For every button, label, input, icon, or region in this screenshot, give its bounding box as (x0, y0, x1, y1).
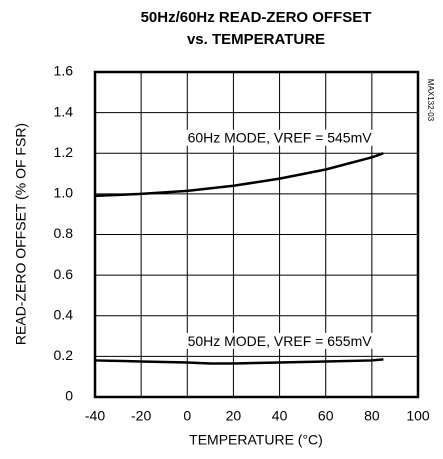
x-axis-label: TEMPERATURE (°C) (189, 432, 323, 448)
annotation: 50Hz MODE, VREF = 655mV (188, 333, 373, 349)
plot-frame (93, 70, 420, 399)
chart-subtitle: vs. TEMPERATURE (187, 31, 325, 48)
x-tick-label: 20 (226, 408, 242, 424)
chart-title: 50Hz/60Hz READ-ZERO OFFSET (141, 9, 372, 26)
y-tick-label: 0.8 (54, 225, 74, 241)
annotation-background (185, 129, 375, 146)
x-tick-label: 60 (318, 408, 334, 424)
x-tick-label: 0 (183, 408, 191, 424)
x-tick-label: -20 (131, 408, 151, 424)
x-tick-label: 40 (272, 408, 288, 424)
y-tick-label: 1.0 (54, 185, 74, 201)
y-tick-label: 1.2 (54, 144, 74, 160)
annotation: 60Hz MODE, VREF = 545mV (188, 130, 373, 146)
y-axis-label: READ-ZERO OFFSET (% OF FSR) (13, 123, 29, 345)
x-tick-label: 100 (406, 408, 430, 424)
y-tick-label: 0.4 (54, 306, 74, 322)
data-line (94, 358, 384, 365)
watermark: MAX132-03 (426, 79, 435, 122)
y-tick-label: 0 (65, 388, 73, 404)
data-line (94, 152, 384, 198)
y-tick-label: 0.6 (54, 266, 74, 282)
y-tick-label: 0.2 (54, 347, 74, 363)
annotation-background (185, 332, 375, 349)
x-tick-label: 80 (364, 408, 380, 424)
y-tick-label: 1.4 (54, 103, 74, 119)
y-tick-label: 1.6 (54, 63, 74, 79)
x-tick-label: -40 (85, 408, 105, 424)
